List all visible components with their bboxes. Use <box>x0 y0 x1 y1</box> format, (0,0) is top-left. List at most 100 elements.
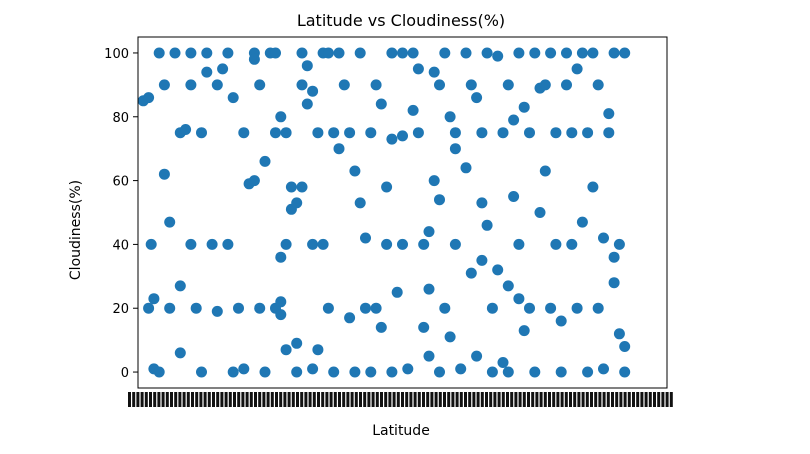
data-point <box>608 251 620 263</box>
data-point <box>386 47 398 59</box>
x-tick-label-mark <box>266 392 270 407</box>
data-point <box>280 238 292 250</box>
data-point <box>259 155 271 167</box>
data-point <box>275 251 287 263</box>
x-tick-label-mark <box>178 392 182 407</box>
data-point <box>434 194 445 206</box>
x-tick-label-mark <box>632 392 635 407</box>
x-tick-label-mark <box>291 392 295 407</box>
data-point <box>307 85 319 97</box>
x-tick-label-mark <box>296 392 299 407</box>
x-tick-label-mark <box>472 392 476 407</box>
x-tick-label-mark <box>346 392 350 407</box>
data-point <box>582 127 594 139</box>
x-tick-label-mark <box>623 392 627 407</box>
data-point <box>497 127 509 139</box>
x-tick-label-mark <box>405 392 409 407</box>
plot-frame <box>137 36 668 389</box>
data-point <box>312 344 324 356</box>
data-point <box>407 104 419 116</box>
data-point <box>381 238 393 250</box>
data-point <box>291 337 303 349</box>
data-point <box>254 79 266 91</box>
data-point <box>360 302 371 314</box>
data-point <box>608 47 620 59</box>
x-tick-label-mark <box>350 392 354 407</box>
data-point <box>185 238 197 250</box>
data-point <box>492 50 504 62</box>
x-tick-label-mark <box>409 392 413 407</box>
data-point <box>619 341 631 352</box>
x-tick-label-mark <box>207 392 211 407</box>
x-tick-label-mark <box>170 392 173 407</box>
y-axis-label: Cloudiness(%) <box>68 180 84 280</box>
x-tick-label-mark <box>661 392 665 407</box>
data-point <box>502 280 514 292</box>
data-point <box>386 133 398 145</box>
data-point <box>428 66 440 78</box>
x-tick-label-mark <box>375 392 379 407</box>
data-point <box>291 197 303 209</box>
data-point <box>555 315 567 327</box>
data-point <box>592 79 604 91</box>
x-tick-label-mark <box>438 392 442 407</box>
data-point <box>360 232 371 244</box>
data-point <box>280 344 292 356</box>
data-point <box>576 216 588 228</box>
x-tick-label-mark <box>144 392 148 407</box>
data-point <box>439 47 451 59</box>
x-tick-label-mark <box>493 392 497 407</box>
data-point <box>486 366 498 378</box>
x-tick-label-mark <box>506 392 509 407</box>
data-point <box>153 366 165 378</box>
data-point <box>571 63 583 75</box>
plot-area: 0 20 40 60 80 100 <box>104 36 673 407</box>
data-point <box>402 363 414 375</box>
data-point <box>397 238 408 250</box>
data-point <box>381 181 393 193</box>
x-tick-label-mark <box>430 392 434 407</box>
data-point <box>190 302 202 314</box>
x-tick-label-mark <box>308 392 312 407</box>
x-tick-label-mark <box>615 392 619 407</box>
x-tick-label-mark <box>325 392 329 407</box>
x-tick-label-mark <box>136 392 140 407</box>
x-tick-label-mark <box>128 392 131 407</box>
data-point <box>322 302 334 314</box>
data-point <box>460 47 472 59</box>
data-point <box>566 127 578 139</box>
data-point <box>513 47 525 59</box>
data-point <box>497 357 509 368</box>
data-point <box>270 47 281 59</box>
data-point <box>545 47 557 59</box>
data-point <box>492 264 504 276</box>
x-tick-label-mark <box>653 392 656 407</box>
data-point <box>529 366 541 378</box>
x-tick-label-mark <box>338 392 341 407</box>
x-tick-label-mark <box>228 392 232 407</box>
x-tick-label-mark <box>165 392 169 407</box>
y-tick-label: 20 <box>112 302 129 317</box>
x-tick-label-mark <box>417 392 421 407</box>
x-tick-label-mark <box>342 392 346 407</box>
data-point <box>513 238 525 250</box>
x-tick-label-mark <box>300 392 304 407</box>
x-tick-label-mark <box>224 392 228 407</box>
data-point <box>333 143 345 155</box>
data-point <box>539 165 551 177</box>
data-point <box>423 226 435 238</box>
x-tick-label-mark <box>611 392 614 407</box>
data-point <box>397 130 408 142</box>
x-tick-label-mark <box>371 392 375 407</box>
data-point <box>169 47 181 59</box>
data-point <box>270 127 281 139</box>
data-point <box>158 168 170 180</box>
x-tick-label-mark <box>380 392 383 407</box>
data-point <box>471 350 483 362</box>
x-tick-label-mark <box>447 392 451 407</box>
x-tick-label-mark <box>161 392 165 407</box>
data-point <box>598 232 609 244</box>
x-tick-labels <box>128 392 673 407</box>
y-tick-label: 80 <box>112 111 129 126</box>
chart-title: Latitude vs Cloudiness(%) <box>297 11 505 30</box>
